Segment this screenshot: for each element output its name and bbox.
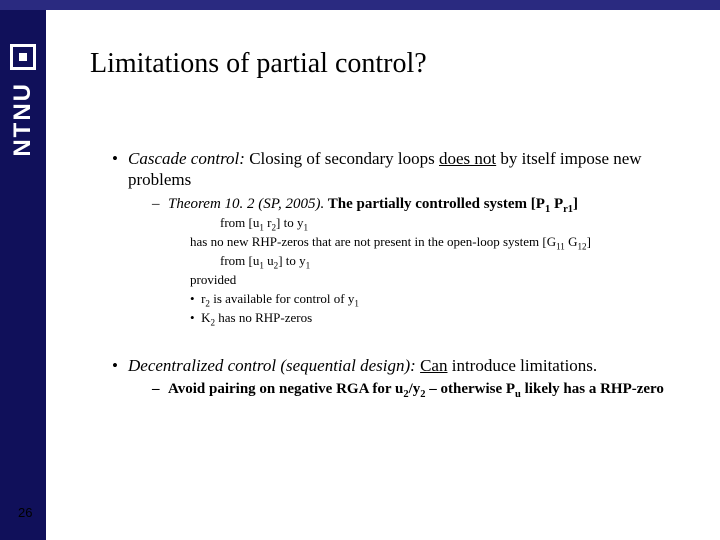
bullet-cascade-rest-a: Closing of secondary loops [245,149,439,168]
l3a-s3: 1 [304,223,309,233]
b2s-pre: Avoid pairing on negative RGA for u [168,381,403,397]
top-accent-bar [0,0,720,10]
l3c-post: ] to y [278,253,305,268]
theorem-lead: Theorem 10. 2 (SP, 2005). [168,196,324,212]
theorem-rest2: P [550,196,563,212]
dot-marker: • [190,310,201,325]
l3f-post: has no RHP-zeros [215,310,312,325]
l3c-mid: u [264,253,274,268]
slide-title: Limitations of partial control? [90,48,690,80]
bullet-decentralized-rest: introduce limitations. [447,356,597,375]
slide-content: Limitations of partial control? •Cascade… [46,10,720,540]
page-number: 26 [18,505,32,520]
bullet-decentralized: •Decentralized control (sequential desig… [112,355,690,376]
theorem-rest3: ] [573,196,578,212]
l3e-s2: 1 [354,298,359,308]
theorem-sub2: r1 [563,204,573,215]
bullet-cascade-lead: Cascade control: [128,149,245,168]
square-target-icon [10,44,36,70]
l3c-s3: 1 [306,261,311,271]
bullet-marker: • [112,148,128,169]
square-target-icon-inner [19,53,27,61]
dash-marker: – [152,380,168,399]
line-from-ur: from [u1 r2] to y1 [220,215,690,232]
line-r2-available: • r2 is available for control of y1 [190,291,690,308]
bullet-decentralized-lead: Decentralized control (sequential design… [128,356,416,375]
l3a-mid: r [264,215,272,230]
bullet-cascade-underline: does not [439,149,496,168]
l3c-pre: from [u [220,253,259,268]
bullet-cascade: •Cascade control: Closing of secondary l… [112,148,690,191]
dash-marker: – [152,195,168,214]
dot-marker: • [190,291,201,306]
line-no-new-rhp: has no new RHP-zeros that are not presen… [190,234,690,251]
slide-page: NTNU Limitations of partial control? •Ca… [0,0,720,540]
l3b-s2: 12 [578,242,587,252]
brand-text: NTNU [9,82,37,157]
b2s-tail: likely has a RHP-zero [521,381,664,397]
l3b-s1: 11 [556,242,565,252]
l3b-post: ] [587,234,591,249]
bullet-decentralized-underline: Can [420,356,447,375]
line-provided: provided [190,272,690,289]
line-k2-rhp: • K2 has no RHP-zeros [190,310,690,327]
line-from-uu: from [u1 u2] to y1 [220,253,690,270]
avoid-pairing-line: –Avoid pairing on negative RGA for u2/y2… [152,380,690,399]
spacer [90,329,690,355]
bullet-marker: • [112,355,128,376]
l3a-pre: from [u [220,215,259,230]
theorem-line: –Theorem 10. 2 (SP, 2005). The partially… [152,195,690,214]
b2s-mid: /y [409,381,421,397]
l3b-pre: has no new RHP-zeros that are not presen… [190,234,556,249]
theorem-rest: The partially controlled system [P [324,196,545,212]
b2s-post: – otherwise P [425,381,515,397]
l3e-post: is available for control of y [210,291,354,306]
brand-sidebar: NTNU [0,10,46,540]
l3b-mid: G [565,234,578,249]
l3a-post: ] to y [276,215,303,230]
